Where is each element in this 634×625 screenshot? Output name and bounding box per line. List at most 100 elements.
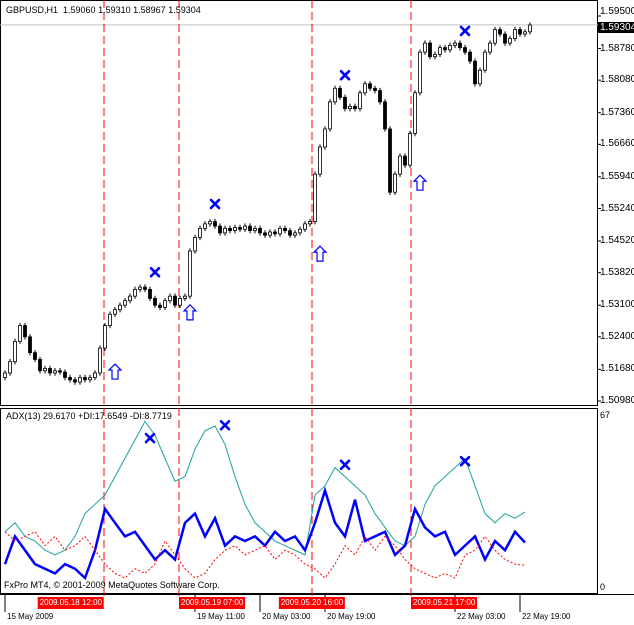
cross-icon bbox=[144, 432, 156, 444]
candle-bear bbox=[153, 298, 157, 306]
candle-bear bbox=[498, 29, 502, 35]
candle-bull bbox=[318, 146, 322, 175]
time-axis-label: 15 May 2009 bbox=[7, 612, 54, 621]
candle-bull bbox=[203, 223, 207, 229]
candle-bull bbox=[123, 300, 127, 306]
price-axis-label: 1.55240 bbox=[600, 202, 634, 214]
price-axis-label: 1.53820 bbox=[600, 266, 634, 278]
candle-bull bbox=[408, 133, 412, 166]
candle-bear bbox=[263, 232, 267, 236]
candle-bull bbox=[103, 325, 107, 349]
candle-bull bbox=[323, 128, 327, 148]
candle-bear bbox=[428, 42, 432, 58]
candle-bear bbox=[503, 33, 507, 44]
candle-bull bbox=[413, 92, 417, 134]
up-arrow-icon bbox=[412, 174, 428, 191]
candle-bull bbox=[93, 372, 97, 378]
adx-line bbox=[4, 420, 526, 556]
price-axis-label: 1.50980 bbox=[600, 395, 634, 406]
candle-bull bbox=[118, 304, 122, 311]
candle-bull bbox=[8, 361, 12, 374]
time-axis-label: 20 May 03:00 bbox=[262, 612, 311, 621]
separator-time-label: 2009.05.18 12:00 bbox=[37, 597, 104, 609]
cross-icon bbox=[219, 419, 231, 431]
candle-bear bbox=[73, 379, 77, 383]
separator-time-label: 2009.05.20 16:00 bbox=[278, 597, 346, 609]
candle-bear bbox=[388, 128, 392, 193]
candle-bear bbox=[343, 96, 347, 110]
indicator-title: ADX(13) 29.6170 +DI:17.6549 -DI:8.7719 bbox=[6, 411, 172, 421]
candle-bear bbox=[143, 286, 147, 290]
cross-icon bbox=[339, 459, 351, 471]
indicator-axis-label-max: 67 bbox=[600, 410, 611, 420]
candle-bull bbox=[133, 288, 137, 297]
candle-bull bbox=[363, 83, 367, 94]
candle-bull bbox=[298, 228, 302, 234]
up-arrow-icon bbox=[182, 304, 198, 321]
candle-bear bbox=[468, 51, 472, 62]
price-axis-label: 1.56660 bbox=[600, 138, 634, 150]
candle-bear bbox=[458, 42, 462, 49]
candle-bull bbox=[243, 225, 247, 230]
candle-bull bbox=[393, 173, 397, 193]
candle-bull bbox=[253, 227, 257, 232]
candle-bull bbox=[348, 105, 352, 110]
up-arrow-icon bbox=[312, 245, 328, 262]
candle-bear bbox=[353, 105, 357, 110]
candle-bull bbox=[453, 42, 457, 46]
candle-bull bbox=[303, 223, 307, 230]
price-axis-label: 1.58080 bbox=[600, 74, 634, 86]
high-value: 1.59310 bbox=[98, 5, 131, 15]
candle-bull bbox=[163, 300, 167, 308]
candle-bear bbox=[158, 304, 162, 308]
candle-bear bbox=[83, 377, 87, 381]
price-axis-label: 1.59500 bbox=[600, 6, 634, 17]
candle-bull bbox=[313, 173, 317, 223]
bid-price-label: 1.59304 bbox=[598, 22, 634, 33]
candle-bear bbox=[473, 60, 477, 85]
candle-bull bbox=[223, 227, 227, 234]
candle-bear bbox=[338, 87, 342, 98]
candle-bull bbox=[3, 372, 7, 378]
candle-bear bbox=[463, 47, 467, 53]
close-value: 1.59304 bbox=[168, 5, 201, 15]
price-pane-border bbox=[0, 0, 598, 406]
candle-bear bbox=[148, 288, 152, 299]
price-axis-label: 1.54520 bbox=[600, 235, 634, 247]
candle-bull bbox=[488, 42, 492, 53]
price-axis-label: 1.55940 bbox=[600, 170, 634, 182]
candle-bull bbox=[358, 92, 362, 110]
candle-bull bbox=[108, 313, 112, 326]
candle-bull bbox=[293, 232, 297, 236]
candle-bull bbox=[333, 87, 337, 103]
candle-bull bbox=[508, 38, 512, 44]
time-axis-label: 20 May 19:00 bbox=[327, 612, 376, 621]
candle-bull bbox=[523, 31, 527, 35]
price-axis-label: 1.57360 bbox=[600, 106, 634, 118]
candle-bull bbox=[278, 227, 282, 235]
candle-bear bbox=[383, 101, 387, 130]
price-axis-label: 1.51680 bbox=[600, 363, 634, 375]
candle-bear bbox=[273, 231, 277, 235]
separator-time-label: 2009.05.19 07:00 bbox=[179, 597, 246, 609]
price-axis-label: 1.58780 bbox=[600, 42, 634, 54]
candle-bull bbox=[198, 227, 202, 238]
candle-bull bbox=[193, 237, 197, 252]
price-axis-label: 1.53100 bbox=[600, 299, 634, 311]
time-axis-label: 22 May 03:00 bbox=[457, 612, 506, 621]
candle-bull bbox=[268, 231, 272, 236]
candle-bull bbox=[208, 221, 212, 225]
candle-bull bbox=[53, 370, 57, 374]
time-axis-label: 19 May 11:00 bbox=[197, 612, 245, 621]
chart-title: GBPUSD,H1 1.59060 1.59310 1.58967 1.5930… bbox=[6, 5, 201, 15]
candle-bear bbox=[68, 377, 72, 381]
cross-icon bbox=[459, 25, 471, 37]
candle-bull bbox=[88, 377, 92, 381]
cross-icon bbox=[339, 69, 351, 81]
candle-bear bbox=[58, 370, 62, 373]
candle-bear bbox=[228, 227, 232, 232]
candle-bear bbox=[173, 295, 177, 306]
candle-bull bbox=[308, 221, 312, 225]
candle-bull bbox=[138, 286, 142, 290]
